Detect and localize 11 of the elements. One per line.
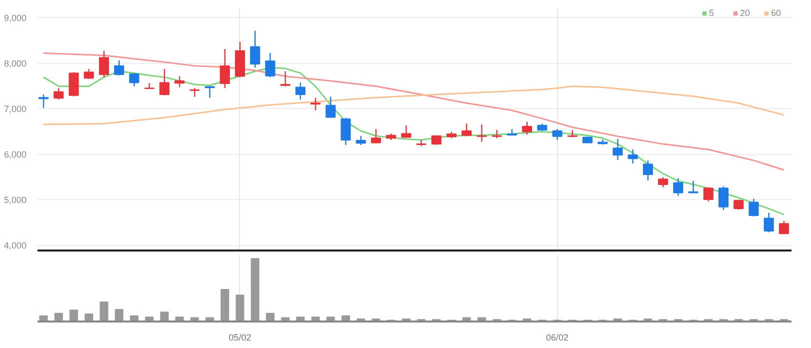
legend-label: 60 [771,8,782,18]
y-tick-label: 6,000 [4,150,27,160]
x-tick-label: 06/02 [546,332,569,342]
legend-label: 20 [740,8,752,18]
y-tick-label: 4,000 [4,240,27,251]
legend-label: 5 [709,8,716,18]
y-tick-label: 8,000 [4,58,27,69]
y-tick-label: 7,000 [4,104,27,114]
y-tick-label: 9,000 [4,13,27,24]
y-tick-label: 5,000 [4,195,27,206]
x-tick-label: 05/02 [228,332,252,342]
